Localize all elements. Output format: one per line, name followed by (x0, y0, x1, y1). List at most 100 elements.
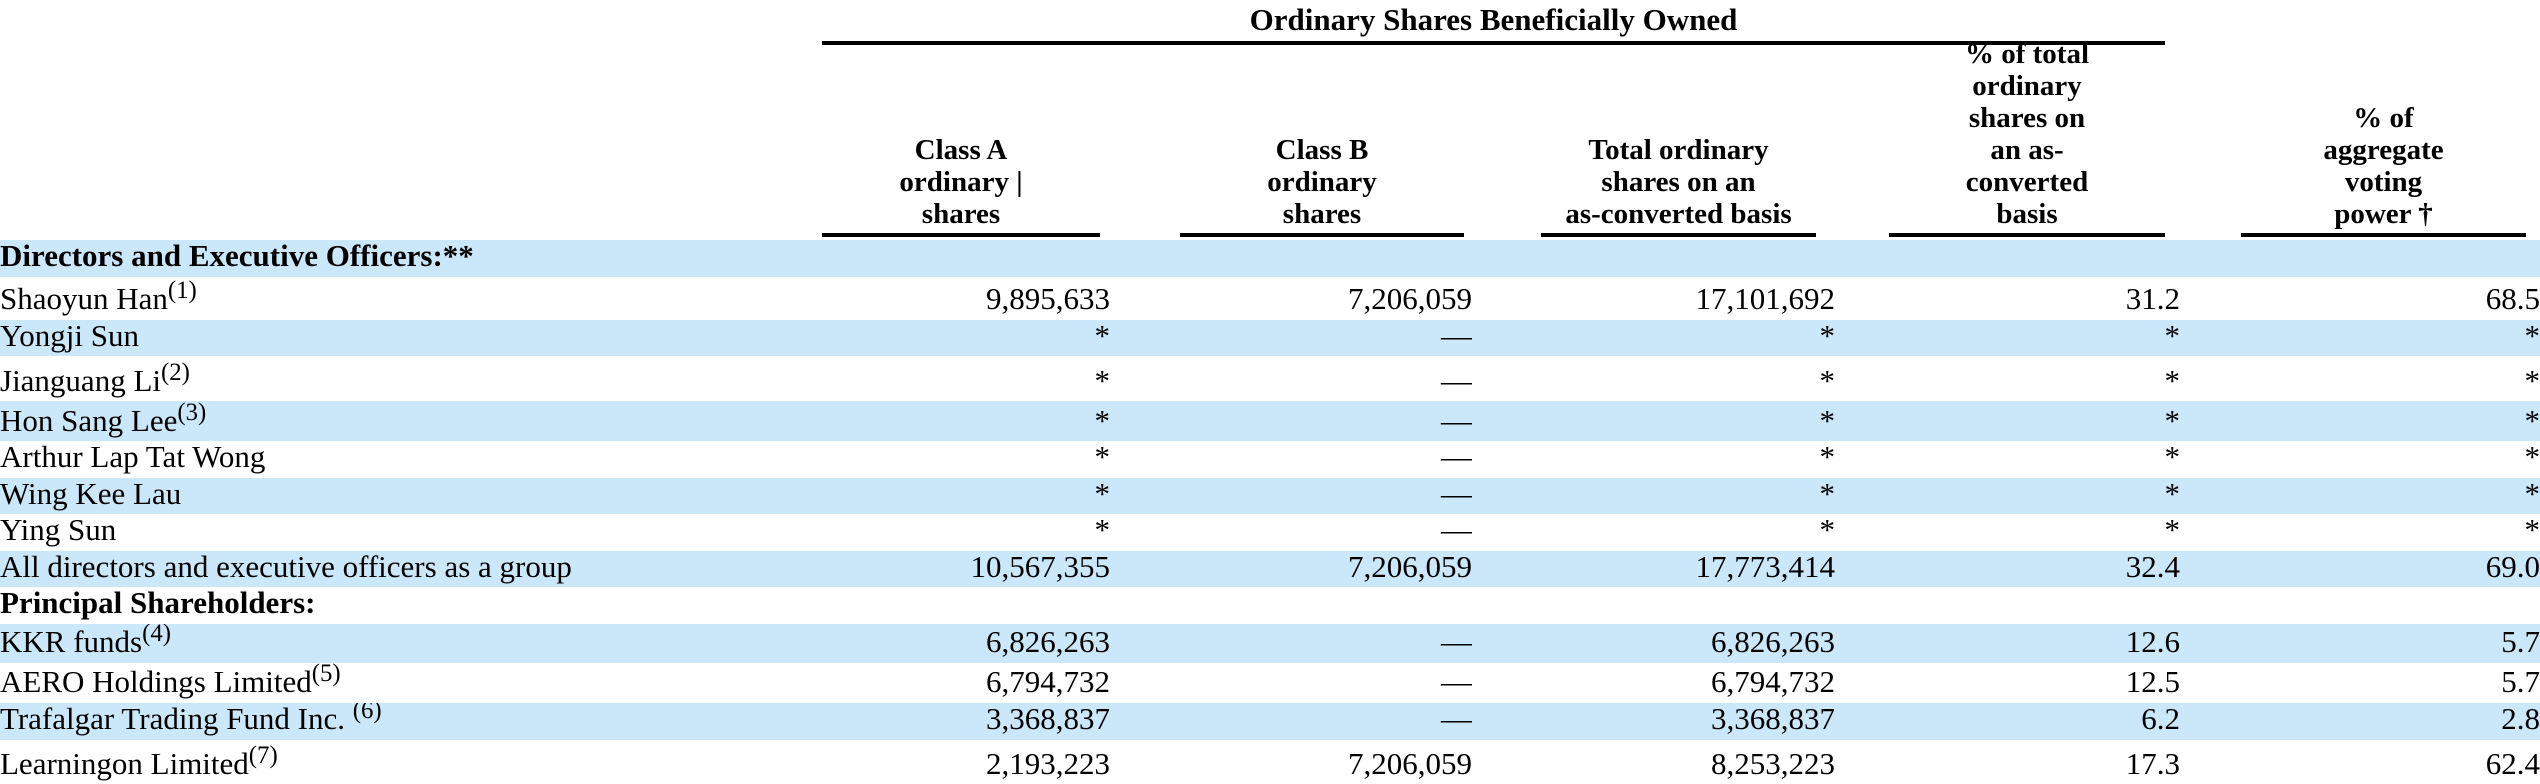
row-label: Wing Kee Lau (0, 477, 182, 511)
pct-cell: 32.4 (2125, 550, 2180, 584)
pct-cell: * (2164, 402, 2181, 438)
row-label: Hon Sang Lee(3) (0, 401, 822, 441)
spanner-title: Ordinary Shares Beneficially Owned (1249, 2, 1738, 37)
total-cell: * (1819, 402, 1836, 438)
total-cell (1472, 240, 1835, 277)
total-cell: 6,794,732 (1711, 664, 1835, 700)
row-label: Trafalgar Trading Fund Inc. (6) (0, 703, 822, 740)
class-b-cell: — (1441, 664, 1472, 700)
table-row-trafalgar-trading-fund: Trafalgar Trading Fund Inc. (6) 3,368,83… (0, 702, 2540, 740)
class-b-cell: — (1441, 362, 1472, 398)
row-label: AERO Holdings Limited(5) (0, 663, 822, 703)
pct-cell: 12.5 (2125, 664, 2180, 700)
total-cell: * (1819, 441, 1836, 475)
voting-cell: 5.7 (2501, 624, 2540, 660)
class-a-cell (822, 240, 1110, 277)
total-cell: 17,773,414 (1695, 550, 1836, 584)
pct-cell (1835, 240, 2180, 277)
pct-cell: * (2164, 514, 2181, 548)
class-b-cell: 7,206,059 (1348, 746, 1472, 782)
table-row-jianguang-li: Jianguang Li(2) * — * * * (0, 356, 2540, 401)
voting-cell: * (2524, 477, 2540, 511)
class-a-cell: * (1094, 477, 1111, 511)
class-a-cell: * (1094, 441, 1111, 475)
total-cell (1472, 587, 1835, 624)
total-cell: 8,253,223 (1711, 746, 1835, 782)
row-label: Ying Sun (0, 514, 117, 548)
table-row-section-principal-shareholders: Principal Shareholders: (0, 587, 2540, 624)
class-a-cell: 6,826,263 (986, 624, 1110, 660)
pct-cell: * (2164, 319, 2181, 353)
ownership-table: Directors and Executive Officers:** Shao… (0, 240, 2540, 784)
table-row-aero-holdings: AERO Holdings Limited(5) 6,794,732 — 6,7… (0, 663, 2540, 703)
pct-cell: 6.2 (2141, 702, 2180, 737)
voting-cell (2180, 587, 2540, 624)
voting-cell: 5.7 (2501, 664, 2540, 700)
voting-cell: 69.0 (2485, 550, 2540, 584)
total-cell: * (1819, 362, 1836, 398)
voting-cell: * (2524, 362, 2540, 398)
class-a-cell (822, 587, 1110, 624)
total-cell: 3,368,837 (1711, 702, 1835, 737)
table-row-ying-sun: Ying Sun * — * * * (0, 514, 2540, 551)
class-b-cell: 7,206,059 (1348, 281, 1472, 316)
pct-cell: 12.6 (2125, 624, 2180, 660)
column-header-total: Total ordinary shares on an as-converted… (1565, 134, 1792, 230)
table-row-arthur-lap-tat-wong: Arthur Lap Tat Wong * — * * * (0, 441, 2540, 478)
voting-cell: 68.5 (2485, 281, 2540, 316)
class-b-cell: — (1441, 477, 1472, 511)
footnote-ref: (6) (352, 702, 382, 725)
table-row-kkr-funds: KKR funds(4) 6,826,263 — 6,826,263 12.6 … (0, 623, 2540, 663)
total-cell: * (1819, 319, 1836, 353)
column-header-voting-power: % of aggregate voting power † (2323, 102, 2444, 230)
class-a-underline (822, 233, 1100, 237)
table-row-hon-sang-lee: Hon Sang Lee(3) * — * * * (0, 401, 2540, 442)
row-label: All directors and executive officers as … (0, 550, 572, 584)
class-a-cell: * (1094, 362, 1111, 398)
table-row-section-directors: Directors and Executive Officers:** (0, 240, 2540, 277)
class-b-cell: — (1441, 624, 1472, 660)
table-row-all-directors-group: All directors and executive officers as … (0, 550, 2540, 588)
pct-cell: * (2164, 362, 2181, 398)
row-label: Learningon Limited(7) (0, 742, 278, 782)
pct-cell: * (2164, 441, 2181, 475)
voting-power-underline (2241, 233, 2526, 237)
footnote-ref: (4) (142, 623, 172, 648)
row-label: Directors and Executive Officers:** (0, 240, 474, 273)
class-b-cell: — (1441, 319, 1472, 353)
footnote-ref: (1) (167, 277, 197, 304)
class-b-cell: — (1441, 402, 1472, 438)
table-row-wing-kee-lau: Wing Kee Lau * — * * * (0, 477, 2540, 515)
voting-cell: * (2524, 514, 2540, 548)
voting-cell: 2.8 (2501, 702, 2540, 737)
class-a-cell: * (1094, 319, 1111, 353)
row-label: Shaoyun Han(1) (0, 277, 197, 316)
class-a-cell: * (1094, 402, 1111, 438)
spanner-rule (822, 41, 2165, 45)
row-label: KKR funds(4) (0, 624, 822, 663)
class-a-cell: * (1094, 514, 1111, 548)
pct-cell: 31.2 (2125, 281, 2180, 316)
class-b-cell: — (1441, 441, 1472, 475)
row-label: Jianguang Li(2) (0, 358, 190, 398)
table-row-yongji-sun: Yongji Sun * — * * * (0, 319, 2540, 357)
voting-cell: 62.4 (2485, 746, 2540, 782)
pct-cell: * (2164, 477, 2181, 511)
voting-cell: * (2524, 441, 2540, 475)
total-underline (1541, 233, 1816, 237)
column-header-class-a: Class A ordinary | shares (899, 134, 1023, 230)
class-a-cell: 3,368,837 (986, 702, 1110, 737)
footnote-ref: (5) (311, 662, 341, 688)
total-cell: * (1819, 477, 1836, 511)
total-cell: 17,101,692 (1695, 281, 1836, 316)
pct-cell (1835, 587, 2180, 624)
footnote-ref: (7) (248, 742, 278, 770)
class-b-cell: — (1441, 514, 1472, 548)
class-b-cell (1110, 587, 1472, 624)
table-header: Ordinary Shares Beneficially Owned Class… (0, 0, 2540, 240)
class-b-cell: 7,206,059 (1348, 550, 1472, 584)
class-a-cell: 2,193,223 (986, 746, 1110, 782)
footnote-ref: (2) (161, 358, 190, 386)
class-b-underline (1180, 233, 1464, 237)
